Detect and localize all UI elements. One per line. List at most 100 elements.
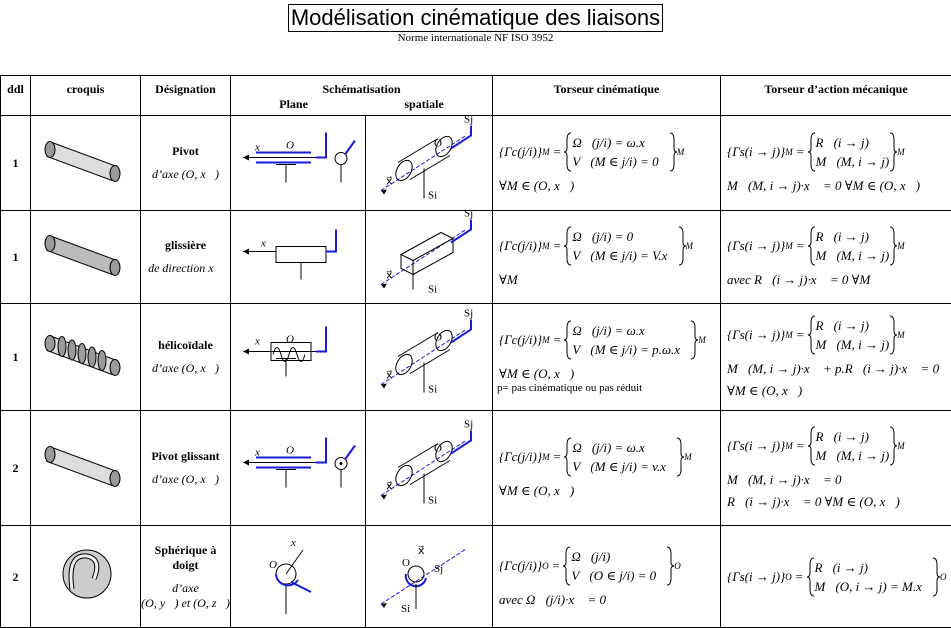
shape — [45, 336, 55, 352]
brace — [690, 320, 698, 360]
shape — [401, 233, 453, 275]
condition: ∀M ∈ (O, x⃗) — [493, 178, 720, 194]
note: p= pas cinématique ou pas réduit — [493, 382, 720, 394]
torsor-top: Ω⃗(j/i) = ω.x⃗ — [572, 133, 668, 152]
torsor-bottom: M⃗(O, i → j) = M.x⃗ — [815, 577, 932, 596]
torsor-top: R⃗(i → j) — [816, 227, 890, 246]
brace — [564, 437, 572, 477]
torsor: {Γs(i → j)}M=R⃗(i → j)M⃗(M, i → j)M — [721, 226, 951, 266]
page: {"header":{"title":"Modélisation cinémat… — [0, 0, 951, 602]
condition: ∀M ∈ (O, x⃗) — [493, 366, 720, 382]
torsor: {Γc(j/i)}M=Ω⃗(j/i) = ω.x⃗V⃗(M ∈ j/i) = 0… — [493, 132, 720, 172]
shape — [677, 438, 684, 476]
liaison-axis: d’axe (O, x⃗) — [141, 167, 230, 182]
shape — [316, 133, 326, 158]
kinematic-cell: {Γc(j/i)}M=Ω⃗(j/i) = ω.x⃗V⃗(M ∈ j/i) = p… — [493, 304, 721, 411]
torsor-point: M — [897, 241, 905, 251]
torsor-top: Ω⃗(j/i) = 0⃗ — [572, 227, 677, 246]
torsor-bottom: V⃗(M ∈ j/i) = p.ω.x⃗ — [572, 340, 690, 359]
axis-line: d’axe — [141, 581, 230, 596]
brace — [564, 132, 572, 172]
torsor-bottom: V⃗(M ∈ j/i) = 0⃗ — [572, 152, 668, 171]
brace — [932, 557, 940, 597]
torsor-top: Ω⃗(j/i) = ω.x⃗ — [572, 438, 676, 457]
column-header: Torseur cinématique — [493, 76, 721, 116]
brace — [889, 132, 897, 172]
schema-label: Si — [401, 603, 410, 615]
torsor-bottom: M⃗(M, i → j) — [816, 335, 890, 354]
equals: = — [553, 144, 562, 160]
shape — [110, 360, 120, 376]
schema-label: x⃗ — [386, 370, 393, 382]
torsor-name: {Γc(j/i)} — [499, 558, 542, 574]
brace — [808, 315, 816, 355]
ddl-value: 2 — [13, 570, 19, 584]
torsor-top: R⃗(i → j) — [816, 427, 890, 446]
shape — [808, 427, 815, 465]
plane-schema: x⃗O — [231, 304, 364, 405]
doc-title: Modélisation cinématique des liaisons — [288, 4, 663, 32]
torsor-name: {Γs(i → j)} — [727, 327, 785, 343]
schema-label: x⃗ — [254, 142, 268, 154]
brace — [676, 437, 684, 477]
condition: ∀M ∈ (O, x⃗) — [721, 383, 951, 399]
torsor-components: R⃗(i → j)M⃗(O, i → j) = M.x⃗ — [815, 558, 932, 596]
torsor-bottom: M⃗(M, i → j) — [816, 152, 890, 171]
plane-cell: x⃗O — [231, 411, 366, 526]
brace — [678, 226, 686, 266]
kinematic-cell: {Γc(j/i)}M=Ω⃗(j/i) = 0⃗V⃗(M ∈ j/i) = V.x… — [493, 211, 721, 304]
schema-label: O — [434, 443, 442, 455]
brace — [563, 546, 571, 586]
torsor-point: M — [897, 441, 905, 451]
shape — [316, 327, 326, 352]
schema-label: Sj — [464, 419, 473, 431]
shape — [68, 340, 76, 360]
plane-schema: x⃗ — [231, 211, 364, 298]
torsor-point: M — [684, 452, 692, 462]
torsor-top: Ω⃗(j/i) — [571, 547, 666, 566]
shape — [243, 460, 249, 466]
torsor-bottom: M⃗(M, i → j) — [816, 246, 890, 265]
schema-label: Sj — [464, 116, 473, 126]
shape — [451, 320, 471, 343]
shape — [78, 344, 86, 364]
plane-schema: x⃗ O — [231, 116, 364, 205]
torsor-name: {Γs(i → j)} — [727, 569, 785, 585]
brace — [808, 226, 816, 266]
action-cell: {Γs(i → j)}O=R⃗(i → j)M⃗(O, i → j) = M.x… — [721, 526, 951, 628]
shape — [808, 316, 815, 354]
shape — [345, 141, 355, 155]
torsor-name: {Γc(j/i)} — [499, 449, 542, 465]
ddl-value: 1 — [13, 350, 19, 364]
schema-label: x⃗ — [386, 270, 393, 282]
condition: M⃗(M, i → j)·x⃗ = 0 ∀M ∈ (O, x⃗) — [721, 178, 951, 194]
column-header: croquis — [31, 76, 141, 116]
column-header: ddl — [1, 76, 31, 116]
torsor-top: R⃗(i → j) — [816, 316, 890, 335]
column-header-text: croquis — [67, 82, 105, 96]
shape — [47, 143, 117, 181]
axis-line: d’axe (O, x⃗) — [141, 472, 230, 487]
equals: = — [553, 332, 562, 348]
croquis — [32, 526, 140, 622]
torsor-components: Ω⃗(j/i) = ω.x⃗V⃗(M ∈ j/i) = 0⃗ — [572, 133, 668, 171]
schema-label: O — [286, 140, 294, 152]
torsor-name: {Γs(i → j)} — [727, 144, 785, 160]
shape — [807, 558, 814, 596]
doc-subtitle: Norme internationale NF ISO 3952 — [0, 32, 951, 45]
subcolumn-header: spatiale — [404, 97, 443, 112]
torsor-components: R⃗(i → j)M⃗(M, i → j) — [816, 427, 890, 465]
croquis — [32, 116, 140, 205]
schema-label: x⃗ — [386, 481, 393, 493]
shape — [398, 139, 438, 163]
shape — [410, 350, 450, 374]
croquis-cell — [31, 526, 141, 628]
